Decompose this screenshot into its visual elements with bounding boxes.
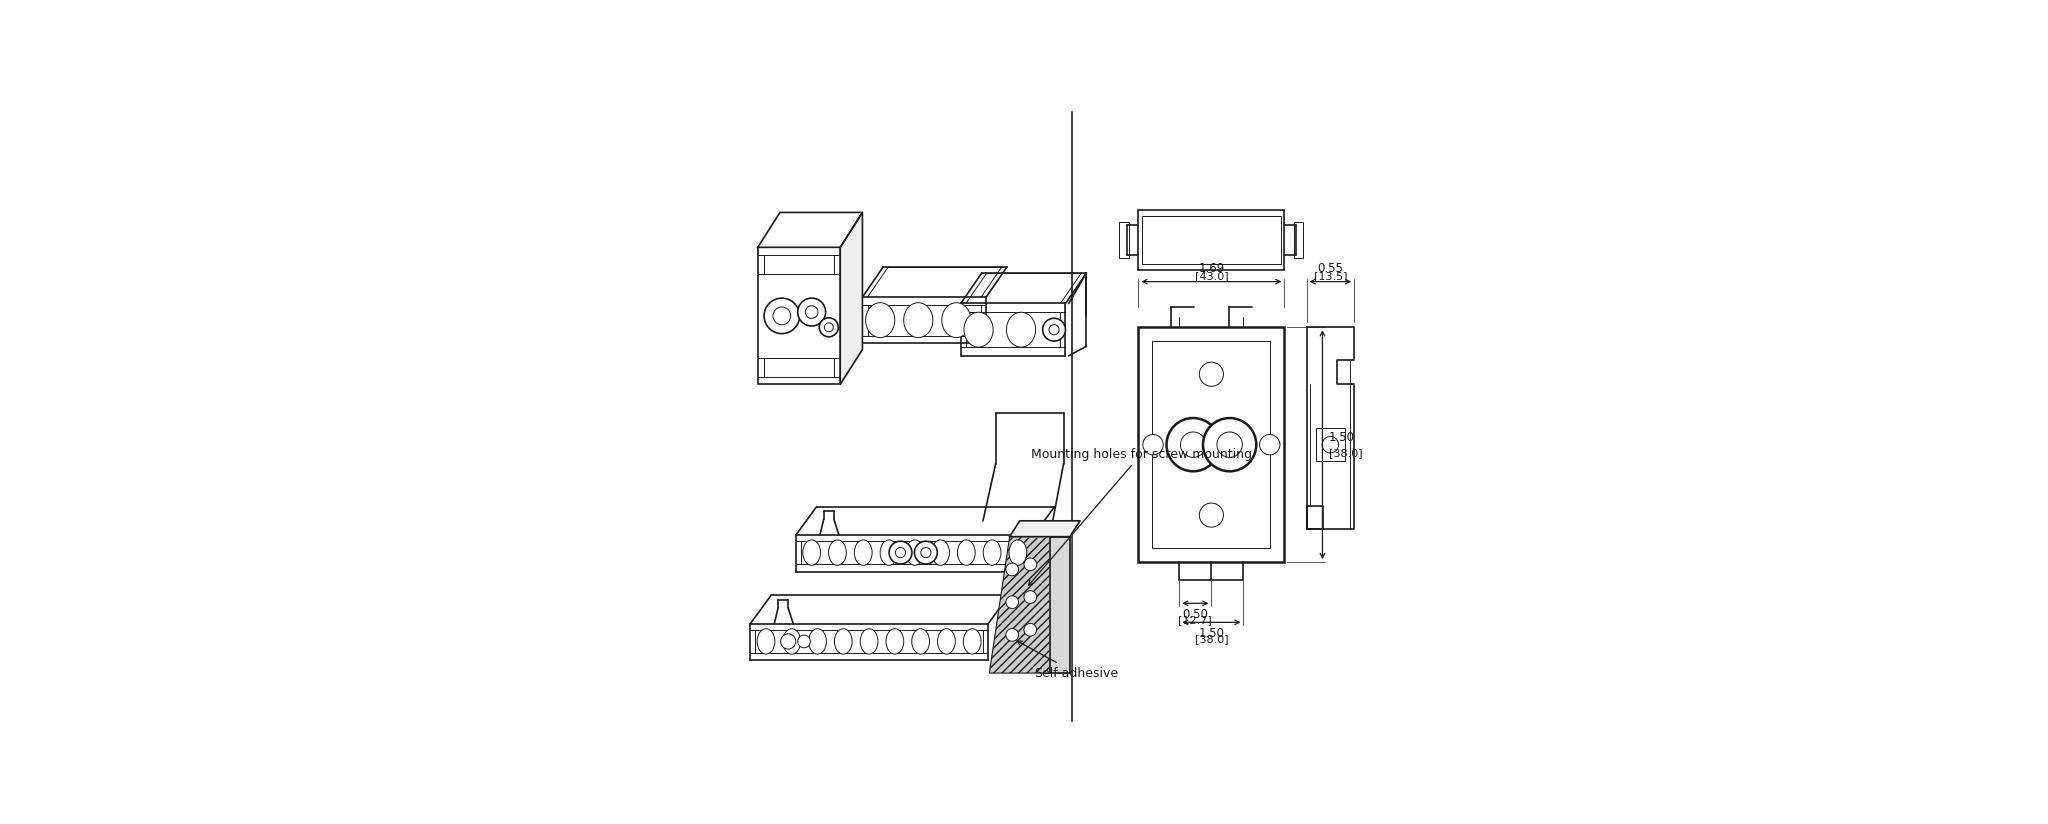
Ellipse shape bbox=[809, 629, 827, 654]
Ellipse shape bbox=[1010, 540, 1026, 565]
Ellipse shape bbox=[905, 540, 924, 565]
Text: 1.50: 1.50 bbox=[1329, 431, 1356, 443]
Polygon shape bbox=[758, 213, 862, 247]
Bar bbox=[1120, 222, 1128, 258]
Polygon shape bbox=[989, 536, 1069, 673]
Circle shape bbox=[1200, 363, 1223, 386]
Text: Self-adhesive: Self-adhesive bbox=[1018, 641, 1118, 680]
Text: [12.7]: [12.7] bbox=[1178, 616, 1212, 625]
Text: Mounting holes for screw mounting: Mounting holes for screw mounting bbox=[1028, 447, 1251, 585]
Ellipse shape bbox=[860, 629, 879, 654]
Circle shape bbox=[799, 298, 825, 326]
Ellipse shape bbox=[911, 629, 930, 654]
Circle shape bbox=[819, 318, 838, 337]
Polygon shape bbox=[1010, 521, 1079, 536]
Ellipse shape bbox=[803, 540, 821, 565]
Circle shape bbox=[1217, 432, 1243, 457]
Bar bbox=[1143, 216, 1280, 264]
Circle shape bbox=[1024, 624, 1036, 636]
Ellipse shape bbox=[887, 629, 903, 654]
Circle shape bbox=[1024, 558, 1036, 571]
Circle shape bbox=[1323, 437, 1339, 453]
Bar bbox=[1317, 428, 1346, 461]
Polygon shape bbox=[840, 213, 862, 384]
Circle shape bbox=[1202, 418, 1255, 471]
Text: [38.0]: [38.0] bbox=[1194, 634, 1229, 644]
Ellipse shape bbox=[932, 540, 950, 565]
Circle shape bbox=[1042, 318, 1065, 341]
Ellipse shape bbox=[866, 302, 895, 338]
Bar bbox=[1139, 327, 1284, 562]
Bar bbox=[758, 247, 840, 384]
Circle shape bbox=[915, 541, 938, 564]
Circle shape bbox=[1143, 434, 1163, 455]
Text: 0.55: 0.55 bbox=[1317, 262, 1343, 275]
Ellipse shape bbox=[938, 629, 954, 654]
Circle shape bbox=[1167, 418, 1221, 471]
Ellipse shape bbox=[758, 629, 774, 654]
Circle shape bbox=[889, 541, 911, 564]
Ellipse shape bbox=[965, 312, 993, 347]
Circle shape bbox=[799, 635, 811, 648]
Circle shape bbox=[1006, 629, 1018, 641]
Text: [13.5]: [13.5] bbox=[1313, 271, 1348, 281]
Circle shape bbox=[1024, 591, 1036, 603]
Bar bbox=[1294, 222, 1303, 258]
Text: 1.50: 1.50 bbox=[1198, 627, 1225, 639]
Bar bbox=[1153, 341, 1270, 548]
Ellipse shape bbox=[958, 540, 975, 565]
Ellipse shape bbox=[983, 540, 1001, 565]
Text: 1.69: 1.69 bbox=[1198, 262, 1225, 275]
Circle shape bbox=[1200, 503, 1223, 527]
Circle shape bbox=[764, 298, 799, 334]
Circle shape bbox=[1006, 596, 1018, 608]
Circle shape bbox=[780, 634, 797, 649]
Ellipse shape bbox=[782, 629, 801, 654]
Circle shape bbox=[1180, 432, 1206, 457]
Text: [43.0]: [43.0] bbox=[1194, 271, 1229, 281]
Polygon shape bbox=[1051, 536, 1069, 673]
Polygon shape bbox=[1307, 327, 1354, 529]
Ellipse shape bbox=[963, 629, 981, 654]
Ellipse shape bbox=[1006, 312, 1036, 347]
Ellipse shape bbox=[881, 540, 897, 565]
Ellipse shape bbox=[854, 540, 872, 565]
Circle shape bbox=[1260, 434, 1280, 455]
Ellipse shape bbox=[829, 540, 846, 565]
Ellipse shape bbox=[834, 629, 852, 654]
Circle shape bbox=[1006, 563, 1018, 576]
Ellipse shape bbox=[942, 302, 971, 338]
Text: [38.0]: [38.0] bbox=[1329, 448, 1362, 458]
Bar bbox=[1139, 210, 1284, 270]
Text: 0.50: 0.50 bbox=[1182, 608, 1208, 620]
Ellipse shape bbox=[903, 302, 932, 338]
